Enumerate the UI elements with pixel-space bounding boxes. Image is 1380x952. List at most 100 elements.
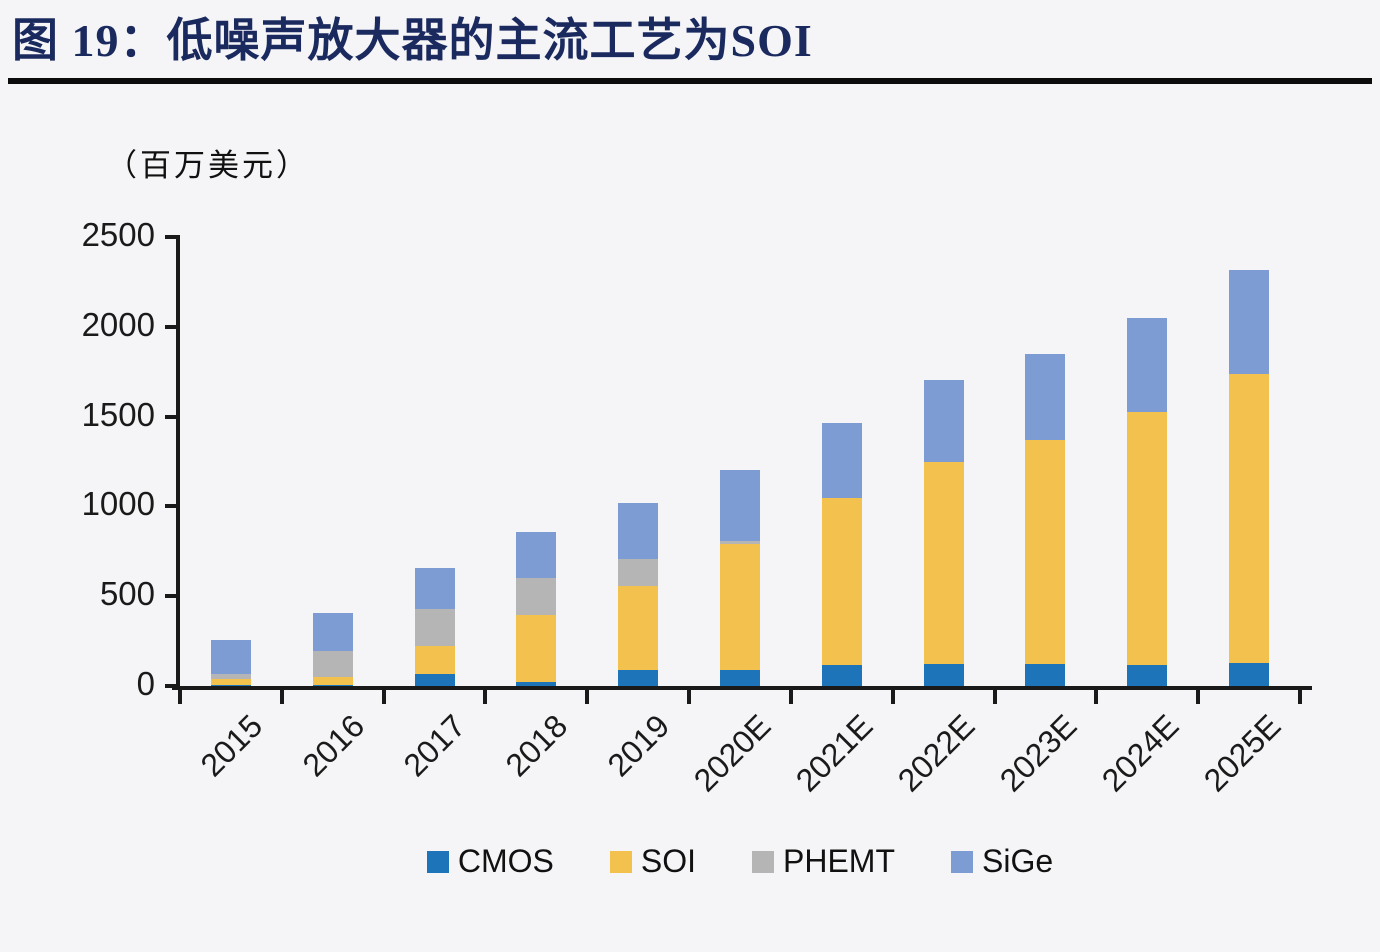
bar-2018	[516, 531, 557, 686]
bar-2021E	[821, 422, 862, 686]
x-axis-line	[172, 686, 1312, 690]
bar-segment-sige-2015	[210, 640, 251, 675]
bar-segment-cmos-2015	[210, 685, 251, 686]
bar-segment-sige-2024E	[1127, 317, 1168, 413]
x-axis-tick	[1094, 690, 1099, 704]
x-axis-label-2015: 2015	[193, 707, 269, 784]
bar-segment-phemt-2015	[210, 674, 251, 679]
x-axis-tick	[992, 690, 997, 704]
legend-label-cmos: CMOS	[457, 843, 554, 879]
x-axis-tick	[178, 690, 182, 704]
legend-swatch-soi	[609, 850, 632, 873]
y-axis-tick-label: 0	[136, 665, 155, 702]
x-axis-label-2023E: 2023E	[992, 707, 1084, 799]
bar-segment-sige-2025E	[1229, 270, 1270, 374]
bar-segment-sige-2017	[414, 568, 455, 609]
bar-segment-soi-2023E	[1025, 439, 1066, 665]
bar-2015	[210, 640, 251, 686]
bar-segment-sige-2023E	[1025, 353, 1066, 440]
bar-segment-phemt-2019	[618, 558, 659, 587]
legend-label-sige: SiGe	[981, 843, 1054, 879]
x-axis-label-2019: 2019	[600, 707, 677, 784]
bar-segment-sige-2020E	[720, 469, 760, 542]
x-axis-tick	[1196, 690, 1201, 704]
bar-segment-soi-2019	[618, 586, 659, 670]
bar-segment-cmos-2024E	[1127, 665, 1168, 686]
bar-segment-cmos-2023E	[1025, 664, 1066, 686]
bar-2016	[312, 613, 353, 686]
bar-segment-phemt-2017	[414, 608, 455, 646]
bar-segment-soi-2015	[210, 678, 251, 686]
x-axis-tick	[1298, 690, 1302, 704]
bar-2025E	[1229, 270, 1270, 686]
y-axis-tick	[165, 684, 176, 688]
bar-segment-phemt-2020E	[720, 541, 760, 545]
bar-segment-soi-2024E	[1127, 412, 1168, 666]
bar-segment-cmos-2025E	[1229, 662, 1270, 686]
title-divider-rule	[8, 78, 1372, 84]
legend-swatch-cmos	[426, 850, 449, 873]
x-axis-label-2022E: 2022E	[890, 707, 982, 799]
x-axis-label-2017: 2017	[396, 707, 473, 784]
x-axis-label-2018: 2018	[498, 707, 575, 784]
bar-2023E	[1025, 353, 1066, 686]
bar-segment-soi-2018	[516, 615, 557, 682]
bar-segment-soi-2017	[414, 645, 455, 675]
y-axis-tick-label: 1000	[81, 485, 155, 523]
y-axis-tick-label: 1500	[81, 395, 155, 433]
bar-segment-sige-2022E	[923, 379, 964, 462]
bar-2024E	[1127, 317, 1168, 686]
bar-2017	[414, 568, 455, 686]
legend-item-phemt: PHEMT	[751, 843, 895, 880]
bar-segment-sige-2021E	[821, 422, 862, 499]
bar-segment-cmos-2020E	[720, 669, 760, 686]
bar-segment-phemt-2018	[516, 578, 557, 616]
legend-swatch-sige	[950, 850, 973, 873]
y-axis-tick-label: 2000	[81, 305, 155, 343]
bar-2022E	[923, 379, 964, 686]
bar-segment-cmos-2016	[312, 685, 353, 686]
y-axis-tick-label: 500	[99, 575, 155, 613]
x-axis-tick	[279, 690, 284, 704]
x-axis-tick	[585, 690, 590, 704]
legend-swatch-phemt	[751, 850, 774, 873]
bar-segment-cmos-2018	[516, 681, 557, 686]
legend-label-phemt: PHEMT	[782, 843, 895, 879]
bar-segment-cmos-2022E	[923, 664, 964, 686]
y-axis-unit-label: （百万美元）	[106, 148, 310, 183]
bar-segment-cmos-2017	[414, 674, 455, 686]
bar-segment-sige-2018	[516, 531, 557, 579]
legend-item-soi: SOI	[609, 843, 696, 880]
bar-segment-phemt-2016	[312, 651, 353, 678]
bar-segment-soi-2021E	[821, 498, 862, 666]
x-axis-tick	[890, 690, 895, 704]
x-axis-tick	[381, 690, 386, 704]
x-axis-tick	[687, 690, 692, 704]
plot-area: 0 500 1000 1500 2000 2500 2015 2016 2017 2018 2019…	[82, 218, 1312, 798]
legend-item-sige: SiGe	[950, 843, 1054, 880]
x-axis-label-2024E: 2024E	[1094, 707, 1186, 799]
x-axis-tick	[788, 690, 793, 704]
figure-title: 图 19：低噪声放大器的主流工艺为SOI	[12, 15, 813, 66]
bar-2019	[618, 502, 659, 686]
x-axis-label-2020E: 2020E	[687, 707, 779, 799]
x-axis-label-2016: 2016	[294, 707, 371, 784]
x-axis-label-2021E: 2021E	[788, 707, 880, 799]
bar-2020E	[720, 469, 760, 686]
y-axis-tick	[165, 504, 176, 509]
bar-segment-soi-2016	[312, 677, 353, 686]
y-axis-tick-label: 2500	[81, 216, 155, 253]
y-axis-tick	[165, 594, 176, 599]
x-axis-label-2025E: 2025E	[1196, 707, 1288, 799]
bar-segment-sige-2019	[618, 502, 659, 559]
legend-item-cmos: CMOS	[426, 843, 554, 880]
y-axis-tick	[165, 324, 176, 329]
bar-segment-soi-2025E	[1229, 373, 1270, 663]
chart-legend: CMOS SOI PHEMT SiGe	[180, 843, 1300, 880]
y-axis-tick	[165, 235, 176, 239]
bar-segment-cmos-2021E	[821, 665, 862, 686]
legend-label-soi: SOI	[640, 843, 696, 879]
bar-segment-cmos-2019	[618, 669, 659, 686]
y-axis-tick	[165, 414, 176, 419]
